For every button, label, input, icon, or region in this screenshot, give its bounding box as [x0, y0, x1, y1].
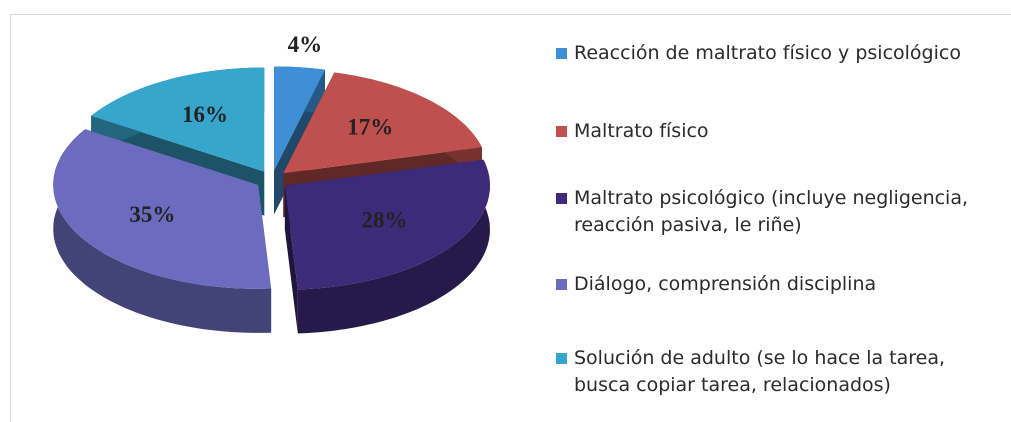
- slice-top: [91, 67, 265, 172]
- pie-chart: 4% 17% 28% 35% 16%: [53, 32, 490, 334]
- legend-item: Solución de adulto (se lo hace la tarea,…: [556, 345, 1006, 399]
- data-label: 35%: [129, 202, 175, 227]
- legend-item: Reacción de maltrato físico y psicológic…: [556, 40, 1006, 67]
- legend-swatch: [556, 279, 567, 290]
- slice-top: [53, 129, 272, 289]
- data-label: 17%: [347, 114, 393, 139]
- legend-label: Maltrato psicológico (incluye negligenci…: [574, 187, 969, 236]
- slice-top: [274, 66, 325, 171]
- data-label: 4%: [288, 32, 323, 57]
- legend-item: Diálogo, comprensión disciplina: [556, 271, 1006, 298]
- legend-label: Reacción de maltrato físico y psicológic…: [574, 42, 961, 64]
- legend-swatch: [556, 48, 567, 59]
- legend-item: Maltrato psicológico (incluye negligenci…: [556, 185, 1006, 239]
- legend-label: Maltrato físico: [574, 120, 709, 142]
- frame: [10, 14, 1011, 422]
- data-label: 16%: [182, 102, 228, 127]
- slice-top: [283, 72, 482, 174]
- legend-swatch: [556, 126, 567, 137]
- pie-slice: [284, 159, 490, 334]
- legend-item: Maltrato físico: [556, 118, 1006, 145]
- legend-label: Solución de adulto (se lo hace la tarea,…: [574, 347, 946, 396]
- data-label: 28%: [361, 208, 407, 233]
- slice-side: [53, 129, 272, 333]
- legend-swatch: [556, 193, 567, 204]
- slice-side: [297, 159, 490, 334]
- slice-top: [284, 159, 490, 290]
- pie-slice: [53, 129, 272, 333]
- slice-wall: [284, 185, 298, 334]
- legend-swatch: [556, 353, 567, 364]
- legend-label: Diálogo, comprensión disciplina: [574, 273, 877, 295]
